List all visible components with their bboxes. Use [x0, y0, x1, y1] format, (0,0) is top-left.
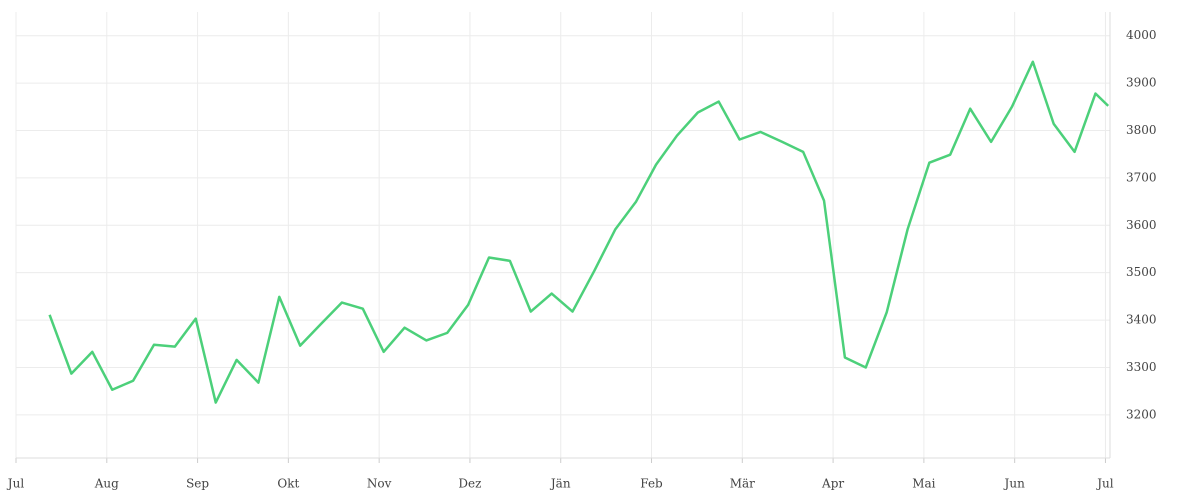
y-tick-label: 4000	[1126, 28, 1157, 42]
x-tick-label: Feb	[640, 477, 663, 491]
data-line	[48, 60, 1110, 404]
x-tick-label: Okt	[277, 477, 299, 491]
x-tick-label: Aug	[94, 477, 119, 491]
y-tick-label: 3500	[1126, 265, 1157, 279]
x-tick-label: Jun	[1003, 477, 1026, 491]
y-tick-label: 3800	[1126, 123, 1157, 137]
x-tick-label: Nov	[367, 477, 392, 491]
y-tick-label: 3900	[1126, 76, 1157, 90]
y-tick-label: 3400	[1126, 313, 1157, 327]
x-tick-label: Dez	[458, 477, 481, 491]
x-tick-label: Sep	[186, 477, 209, 491]
x-tick-label: Jul	[1095, 477, 1114, 491]
x-tick-label: Mai	[912, 477, 935, 491]
x-tick-label: Apr	[821, 477, 844, 491]
x-tick-label: Mär	[730, 477, 755, 491]
y-tick-label: 3200	[1126, 407, 1157, 421]
x-tick-label: Jän	[549, 477, 571, 491]
y-tick-label: 3300	[1126, 360, 1157, 374]
y-tick-label: 3600	[1126, 218, 1157, 232]
x-tick-label: Jul	[6, 477, 25, 491]
y-tick-label: 3700	[1126, 170, 1157, 184]
